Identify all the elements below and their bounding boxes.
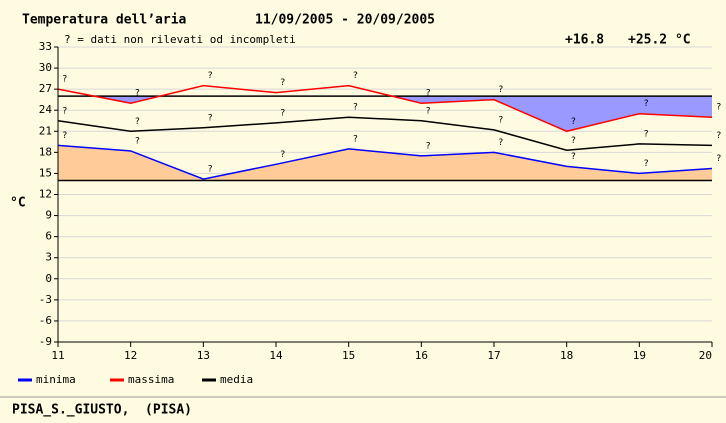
missing-mark: ? bbox=[280, 108, 285, 118]
missing-mark: ? bbox=[135, 136, 140, 146]
x-tick-label: 19 bbox=[633, 349, 646, 362]
missing-mark: ? bbox=[62, 106, 67, 116]
x-tick-label: 20 bbox=[699, 349, 712, 362]
x-tick-label: 18 bbox=[560, 349, 573, 362]
y-tick-label: 15 bbox=[39, 166, 52, 179]
x-tick-label: 13 bbox=[197, 349, 210, 362]
missing-mark: ? bbox=[62, 131, 67, 141]
note: ? = dati non rilevati od incompleti bbox=[64, 33, 296, 46]
missing-mark: ? bbox=[207, 71, 212, 81]
y-tick-label: 21 bbox=[39, 124, 52, 137]
chart-title: Temperatura dell’aria bbox=[22, 13, 187, 28]
y-tick-label: -3 bbox=[39, 293, 52, 306]
y-tick-label: 27 bbox=[39, 82, 52, 95]
y-tick-label: 0 bbox=[45, 272, 52, 285]
y-tick-label: 12 bbox=[39, 188, 52, 201]
missing-mark: ? bbox=[135, 117, 140, 127]
missing-mark: ? bbox=[498, 85, 503, 95]
y-tick-label: 18 bbox=[39, 145, 52, 158]
missing-mark: ? bbox=[571, 152, 576, 162]
missing-mark: ? bbox=[280, 78, 285, 88]
missing-mark: ? bbox=[207, 113, 212, 123]
x-tick-label: 14 bbox=[269, 349, 283, 362]
missing-mark: ? bbox=[643, 99, 648, 109]
y-tick-label: 3 bbox=[45, 251, 52, 264]
missing-mark: ? bbox=[353, 134, 358, 144]
legend-label: massima bbox=[128, 373, 174, 386]
missing-mark: ? bbox=[716, 103, 721, 113]
missing-mark: ? bbox=[643, 129, 648, 139]
y-tick-label: 6 bbox=[45, 230, 52, 243]
y-tick-label: -6 bbox=[39, 314, 52, 327]
date-range: 11/09/2005 - 20/09/2005 bbox=[255, 13, 435, 28]
y-tick-label: 30 bbox=[39, 61, 52, 74]
y-tick-label: 33 bbox=[39, 40, 52, 53]
missing-mark: ? bbox=[498, 115, 503, 125]
area-fill bbox=[58, 145, 712, 181]
series-line bbox=[57, 144, 713, 180]
missing-mark: ? bbox=[353, 103, 358, 113]
summary: +16.8 bbox=[565, 33, 604, 48]
missing-mark: ? bbox=[643, 159, 648, 169]
missing-mark: ? bbox=[571, 117, 576, 127]
y-axis-label: °C bbox=[10, 196, 26, 211]
area-fill bbox=[58, 96, 712, 132]
x-tick-label: 15 bbox=[342, 349, 355, 362]
missing-mark: ? bbox=[571, 136, 576, 146]
missing-mark: ? bbox=[280, 150, 285, 160]
missing-mark: ? bbox=[425, 141, 430, 151]
missing-mark: ? bbox=[716, 131, 721, 141]
missing-mark: ? bbox=[425, 106, 430, 116]
missing-mark: ? bbox=[135, 89, 140, 99]
summary: +25.2 °C bbox=[628, 33, 691, 48]
x-tick-label: 17 bbox=[487, 349, 500, 362]
missing-mark: ? bbox=[498, 138, 503, 148]
legend-label: media bbox=[220, 373, 253, 386]
missing-mark: ? bbox=[716, 154, 721, 164]
missing-mark: ? bbox=[353, 71, 358, 81]
x-tick-label: 12 bbox=[124, 349, 137, 362]
y-tick-label: -9 bbox=[39, 335, 52, 348]
x-tick-label: 11 bbox=[51, 349, 64, 362]
series-line bbox=[57, 116, 713, 152]
missing-mark: ? bbox=[62, 75, 67, 85]
y-tick-label: 9 bbox=[45, 209, 52, 222]
missing-mark: ? bbox=[207, 165, 212, 175]
y-tick-label: 24 bbox=[39, 103, 53, 116]
legend-label: minima bbox=[36, 373, 76, 386]
x-tick-label: 16 bbox=[415, 349, 428, 362]
series-line bbox=[57, 84, 713, 133]
footer: PISA_S._GIUSTO, (PISA) bbox=[12, 403, 192, 418]
missing-mark: ? bbox=[425, 89, 430, 99]
